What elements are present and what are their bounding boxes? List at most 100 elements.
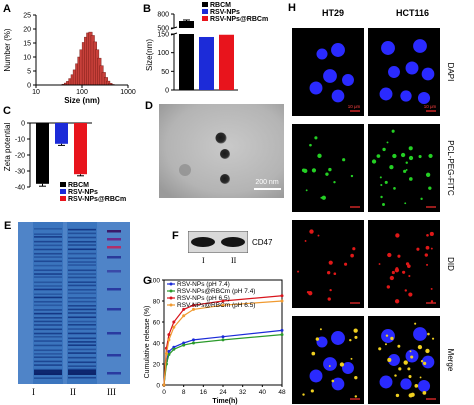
gel-band	[34, 316, 62, 319]
fluorescent-dot	[422, 391, 427, 395]
gel-band	[68, 356, 96, 359]
gel-band	[34, 320, 62, 323]
fluorescent-dot	[430, 247, 433, 250]
gel-band	[34, 269, 62, 272]
fluorescent-dot	[394, 374, 397, 377]
g-y-tick-label: 40	[153, 341, 161, 348]
fluorescent-dot	[395, 233, 400, 238]
b-bar-lower	[179, 34, 194, 90]
gel-band	[34, 340, 62, 342]
fluorescent-dot	[308, 291, 313, 296]
nucleus	[400, 90, 412, 102]
g-data-point	[172, 325, 176, 329]
nucleus	[417, 379, 431, 393]
marker-band	[107, 372, 121, 375]
c-y-tick-label: -30	[15, 169, 25, 176]
g-y-tick-label: 60	[153, 320, 161, 327]
marker-band	[107, 308, 121, 311]
gel-band	[34, 304, 62, 307]
gel-band	[34, 364, 62, 366]
gel-band	[68, 312, 96, 314]
b-legend-label: RSV-NPs@RBCm	[210, 16, 268, 23]
a-x-tick-label: 10	[32, 89, 40, 96]
fluorescent-dot	[380, 183, 383, 187]
sds-page-gel	[18, 222, 130, 384]
fluorescent-dot	[350, 357, 353, 360]
g-x-tick-label: 8	[182, 389, 186, 396]
g-y-tick-label: 80	[153, 299, 161, 306]
g-data-point	[221, 338, 225, 342]
marker-band	[107, 246, 121, 249]
fluorescent-dot	[328, 260, 333, 265]
panel-g-letter: G	[143, 275, 152, 287]
tile-background	[292, 220, 364, 308]
b-legend-swatch	[202, 9, 208, 14]
g-data-point	[182, 341, 186, 345]
nucleus	[331, 89, 345, 103]
gel-band	[34, 300, 62, 303]
g-y-axis-label: Cumulative release (%)	[144, 306, 151, 379]
c-bar	[36, 123, 49, 184]
gel-band	[34, 281, 62, 284]
fluorescent-dot	[425, 172, 431, 177]
c-legend-label: RBCM	[68, 182, 89, 189]
gel-band	[34, 228, 62, 230]
g-data-point	[167, 338, 171, 342]
fluorescent-dot	[354, 395, 358, 398]
panel-d-letter: D	[145, 100, 153, 112]
gel-band	[34, 356, 62, 359]
fluorescent-dot	[317, 153, 322, 158]
gel-lane	[33, 222, 63, 384]
fluorescent-dot	[309, 229, 314, 234]
g-x-axis-label: Time(h)	[212, 398, 237, 405]
gel-band	[68, 288, 96, 291]
fluorescent-dot	[429, 231, 434, 237]
nucleus	[379, 87, 393, 101]
b-bar-upper	[179, 21, 194, 28]
fluorescent-dot	[416, 247, 420, 251]
fluorescent-dot	[350, 174, 354, 178]
fluorescent-dot	[407, 367, 411, 371]
fluorescent-dot	[402, 270, 406, 274]
c-legend-swatch	[60, 182, 66, 187]
a-x-axis-label: Size (nm)	[64, 96, 100, 105]
gel-band	[34, 293, 62, 295]
fluorescent-dot	[400, 152, 406, 158]
fluorescent-dot	[389, 275, 394, 281]
fluorescence-tile	[368, 124, 440, 212]
fluorescent-dot	[382, 147, 386, 152]
tile-scale-label: 10 μm	[348, 104, 361, 109]
fluorescent-dot	[408, 374, 412, 379]
gel-band	[68, 337, 96, 340]
fluorescent-dot	[331, 379, 335, 383]
nucleus	[417, 91, 431, 105]
a-x-tick-label: 1000	[120, 89, 136, 96]
fluorescent-dot	[405, 262, 410, 266]
g-x-tick-label: 32	[239, 389, 247, 396]
nucleus	[331, 377, 345, 391]
gel-band	[34, 256, 62, 258]
c-y-tick-label: -20	[15, 153, 25, 160]
nucleus	[316, 336, 328, 348]
g-data-point	[280, 294, 284, 298]
panel-c-letter: C	[3, 105, 11, 117]
gel-band	[34, 360, 62, 363]
g-legend-label: RSV-NPs (pH 6.5)	[177, 295, 230, 302]
marker-band	[107, 238, 121, 241]
fluorescent-dot	[354, 375, 358, 380]
b-legend-label: RSV-NPs	[210, 9, 240, 16]
gel-band	[34, 309, 62, 311]
fluorescent-dot	[304, 240, 307, 242]
b-y-tick-label: 100	[157, 50, 169, 57]
gel-band	[34, 252, 62, 255]
marker-band	[107, 354, 121, 357]
fluorescence-grid: 10 μm 10 μm DAPI PCL-PEG-FITC DID Merge	[292, 28, 455, 404]
fluorescent-dot	[403, 169, 407, 173]
b-y-tick-label: 800	[157, 12, 169, 19]
fluorescent-dot	[419, 376, 422, 379]
gel-band	[68, 284, 96, 287]
marker-band	[107, 230, 121, 233]
gel-band	[34, 276, 62, 278]
fluorescent-dot	[420, 360, 424, 363]
gel-band	[34, 273, 62, 275]
